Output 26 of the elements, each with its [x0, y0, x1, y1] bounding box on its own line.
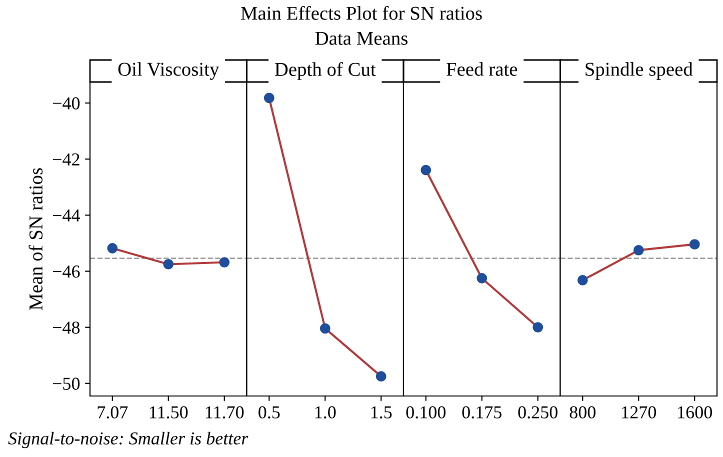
y-tick-label: −40 — [52, 97, 80, 110]
x-tick-label: 1600 — [678, 406, 712, 418]
x-tick-label: 0.100 — [406, 406, 446, 419]
x-tick-label: 11.70 — [206, 406, 244, 419]
x-tick-label: 1.5 — [371, 406, 392, 419]
y-tick-label: −48 — [52, 322, 80, 334]
x-tick-label: 11.50 — [150, 406, 188, 419]
x-tick-label: 1.0 — [315, 406, 336, 419]
text: Signal-to-noise: Smaller is better — [8, 432, 248, 448]
y-tick-label: −46 — [52, 266, 80, 278]
y-tick-label: −42 — [52, 153, 80, 166]
y-tick-label: −50 — [52, 378, 80, 390]
x-tick-label: 800 — [570, 406, 596, 418]
y-axis-title: Mean of SN ratios — [28, 168, 43, 310]
y-tick-label: −44 — [52, 210, 80, 222]
text: Data Means — [315, 32, 408, 45]
text: Main Effects Plot for SN ratios — [240, 6, 482, 20]
x-tick-label: 0.5 — [258, 406, 280, 419]
x-tick-label: 0.175 — [462, 406, 502, 419]
x-tick-label: 0.250 — [518, 406, 558, 419]
chart-title: Depth of Cut — [274, 62, 376, 80]
chart-title: Spindle speed — [586, 62, 693, 80]
chart-title: Oil Viscosity — [118, 62, 220, 80]
chart-title: Feed rate — [446, 62, 518, 76]
x-tick-label: 7.07 — [98, 406, 128, 419]
x-tick-label: 1270 — [622, 406, 656, 418]
